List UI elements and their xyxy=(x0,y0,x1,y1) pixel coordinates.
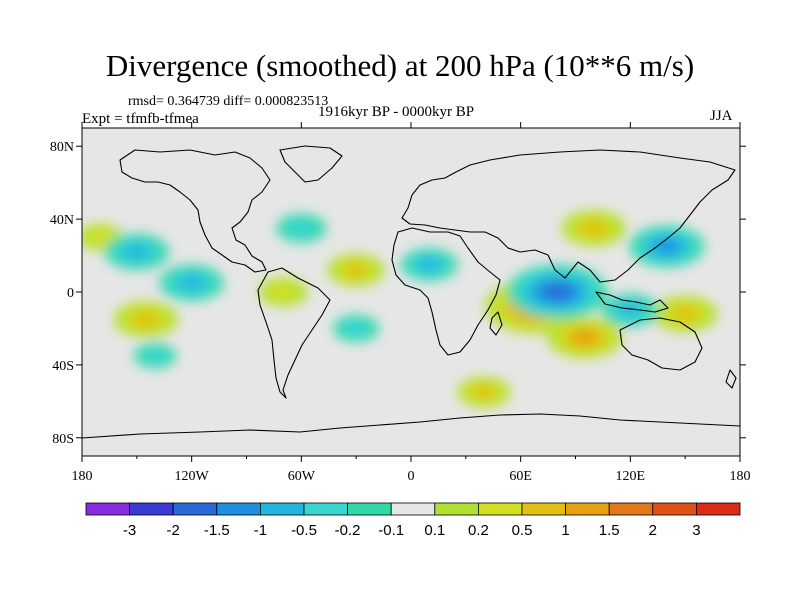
anomaly-contour xyxy=(343,263,369,278)
colorbar-swatch xyxy=(652,502,697,516)
anomaly-contour xyxy=(132,311,160,328)
lat-tick-label: 40S xyxy=(52,359,74,374)
colorbar-label: -0.1 xyxy=(378,522,404,539)
colorbar-label: -1 xyxy=(254,522,267,539)
anomaly-contour xyxy=(342,320,370,337)
coastline-africa xyxy=(391,227,501,356)
coastline-australia xyxy=(619,317,703,371)
colorbar-swatch xyxy=(303,502,348,516)
anomaly-contour xyxy=(580,220,608,236)
anomaly-contour xyxy=(543,284,571,300)
colorbar-label: -1.5 xyxy=(204,522,230,539)
coastline-greenland xyxy=(279,145,343,183)
anomaly-contour xyxy=(472,385,496,399)
lon-tick-label: 180 xyxy=(72,469,93,484)
anomaly-contour xyxy=(123,244,151,260)
map-axes: 180 120W 60W 0 60E 120E 180 80N 40N 0 40S 80S xyxy=(50,122,751,484)
colorbar-label: -3 xyxy=(123,522,136,539)
lon-tick-label: 60E xyxy=(509,469,532,484)
lon-tick-label: 60W xyxy=(288,469,316,484)
anomaly-contour xyxy=(142,348,168,364)
lon-tick-label: 120E xyxy=(616,469,646,484)
colorbar-label: 0.1 xyxy=(424,522,445,539)
coastline-south-america xyxy=(257,267,331,399)
anomaly-contour xyxy=(671,306,699,322)
coastline-new-zealand xyxy=(725,369,737,389)
coastline-madagascar xyxy=(489,311,503,336)
period-text: 1916kyr BP - 0000kyr BP xyxy=(318,104,475,120)
colorbar-swatch xyxy=(608,502,654,516)
coastline-eurasia xyxy=(401,149,736,283)
coastline-antarctica xyxy=(82,413,740,439)
lat-tick-label: 0 xyxy=(67,286,74,301)
coastline-north-america xyxy=(119,149,271,273)
anomaly-contour xyxy=(86,229,115,246)
colorbar-label: 3 xyxy=(692,522,700,539)
colorbar-label: 0.5 xyxy=(512,522,533,539)
colorbar-label: 1.5 xyxy=(599,522,620,539)
anomaly-contour xyxy=(417,257,442,272)
anomaly-contour xyxy=(618,303,643,318)
colorbar-swatch xyxy=(565,502,610,516)
colorbar-label: -0.2 xyxy=(335,522,361,539)
divergence-field xyxy=(82,210,718,408)
colorbar-label: -2 xyxy=(167,522,180,539)
colorbar-swatch xyxy=(696,502,741,516)
experiment-text: Expt = tfmfb-tfmea xyxy=(82,111,199,127)
lon-tick-label: 0 xyxy=(408,469,415,484)
anomaly-contour xyxy=(572,330,598,345)
anomaly-contour xyxy=(268,283,298,301)
colorbar-label: 2 xyxy=(649,522,657,539)
lat-tick-label: 40N xyxy=(50,213,74,228)
figure-title: Divergence (smoothed) at 200 hPa (10**6 … xyxy=(105,48,695,83)
colorbar-swatch xyxy=(477,502,523,516)
colorbar: -3 -2 -1.5 -1 -0.5 -0.2 -0.1 0.1 0.2 0.5 1 1.5 2 3 xyxy=(85,502,741,539)
colorbar-swatch xyxy=(521,502,566,516)
season-text: JJA xyxy=(710,108,733,124)
colorbar-swatch xyxy=(85,502,130,516)
colorbar-label: -0.5 xyxy=(291,522,317,539)
colorbar-swatch xyxy=(129,502,174,516)
anomaly-contour xyxy=(177,275,206,291)
lat-tick-label: 80N xyxy=(50,140,74,155)
colorbar-label: 1 xyxy=(561,522,569,539)
colorbar-swatch xyxy=(172,502,218,516)
lon-tick-label: 180 xyxy=(730,469,751,484)
anomaly-contour xyxy=(654,239,680,254)
anomaly-contour xyxy=(286,219,317,237)
lon-tick-label: 120W xyxy=(175,469,210,484)
stats-text: rmsd= 0.364739 diff= 0.000823513 xyxy=(128,94,329,109)
colorbar-swatch xyxy=(347,502,392,516)
coastlines xyxy=(82,145,740,439)
colorbar-swatch xyxy=(434,502,479,516)
colorbar-label: 0.2 xyxy=(468,522,489,539)
colorbar-swatch xyxy=(390,502,436,516)
lat-tick-label: 80S xyxy=(52,432,74,447)
colorbar-swatch xyxy=(259,502,305,516)
coastline-maritime-continent xyxy=(595,291,669,313)
colorbar-swatch xyxy=(216,502,261,516)
